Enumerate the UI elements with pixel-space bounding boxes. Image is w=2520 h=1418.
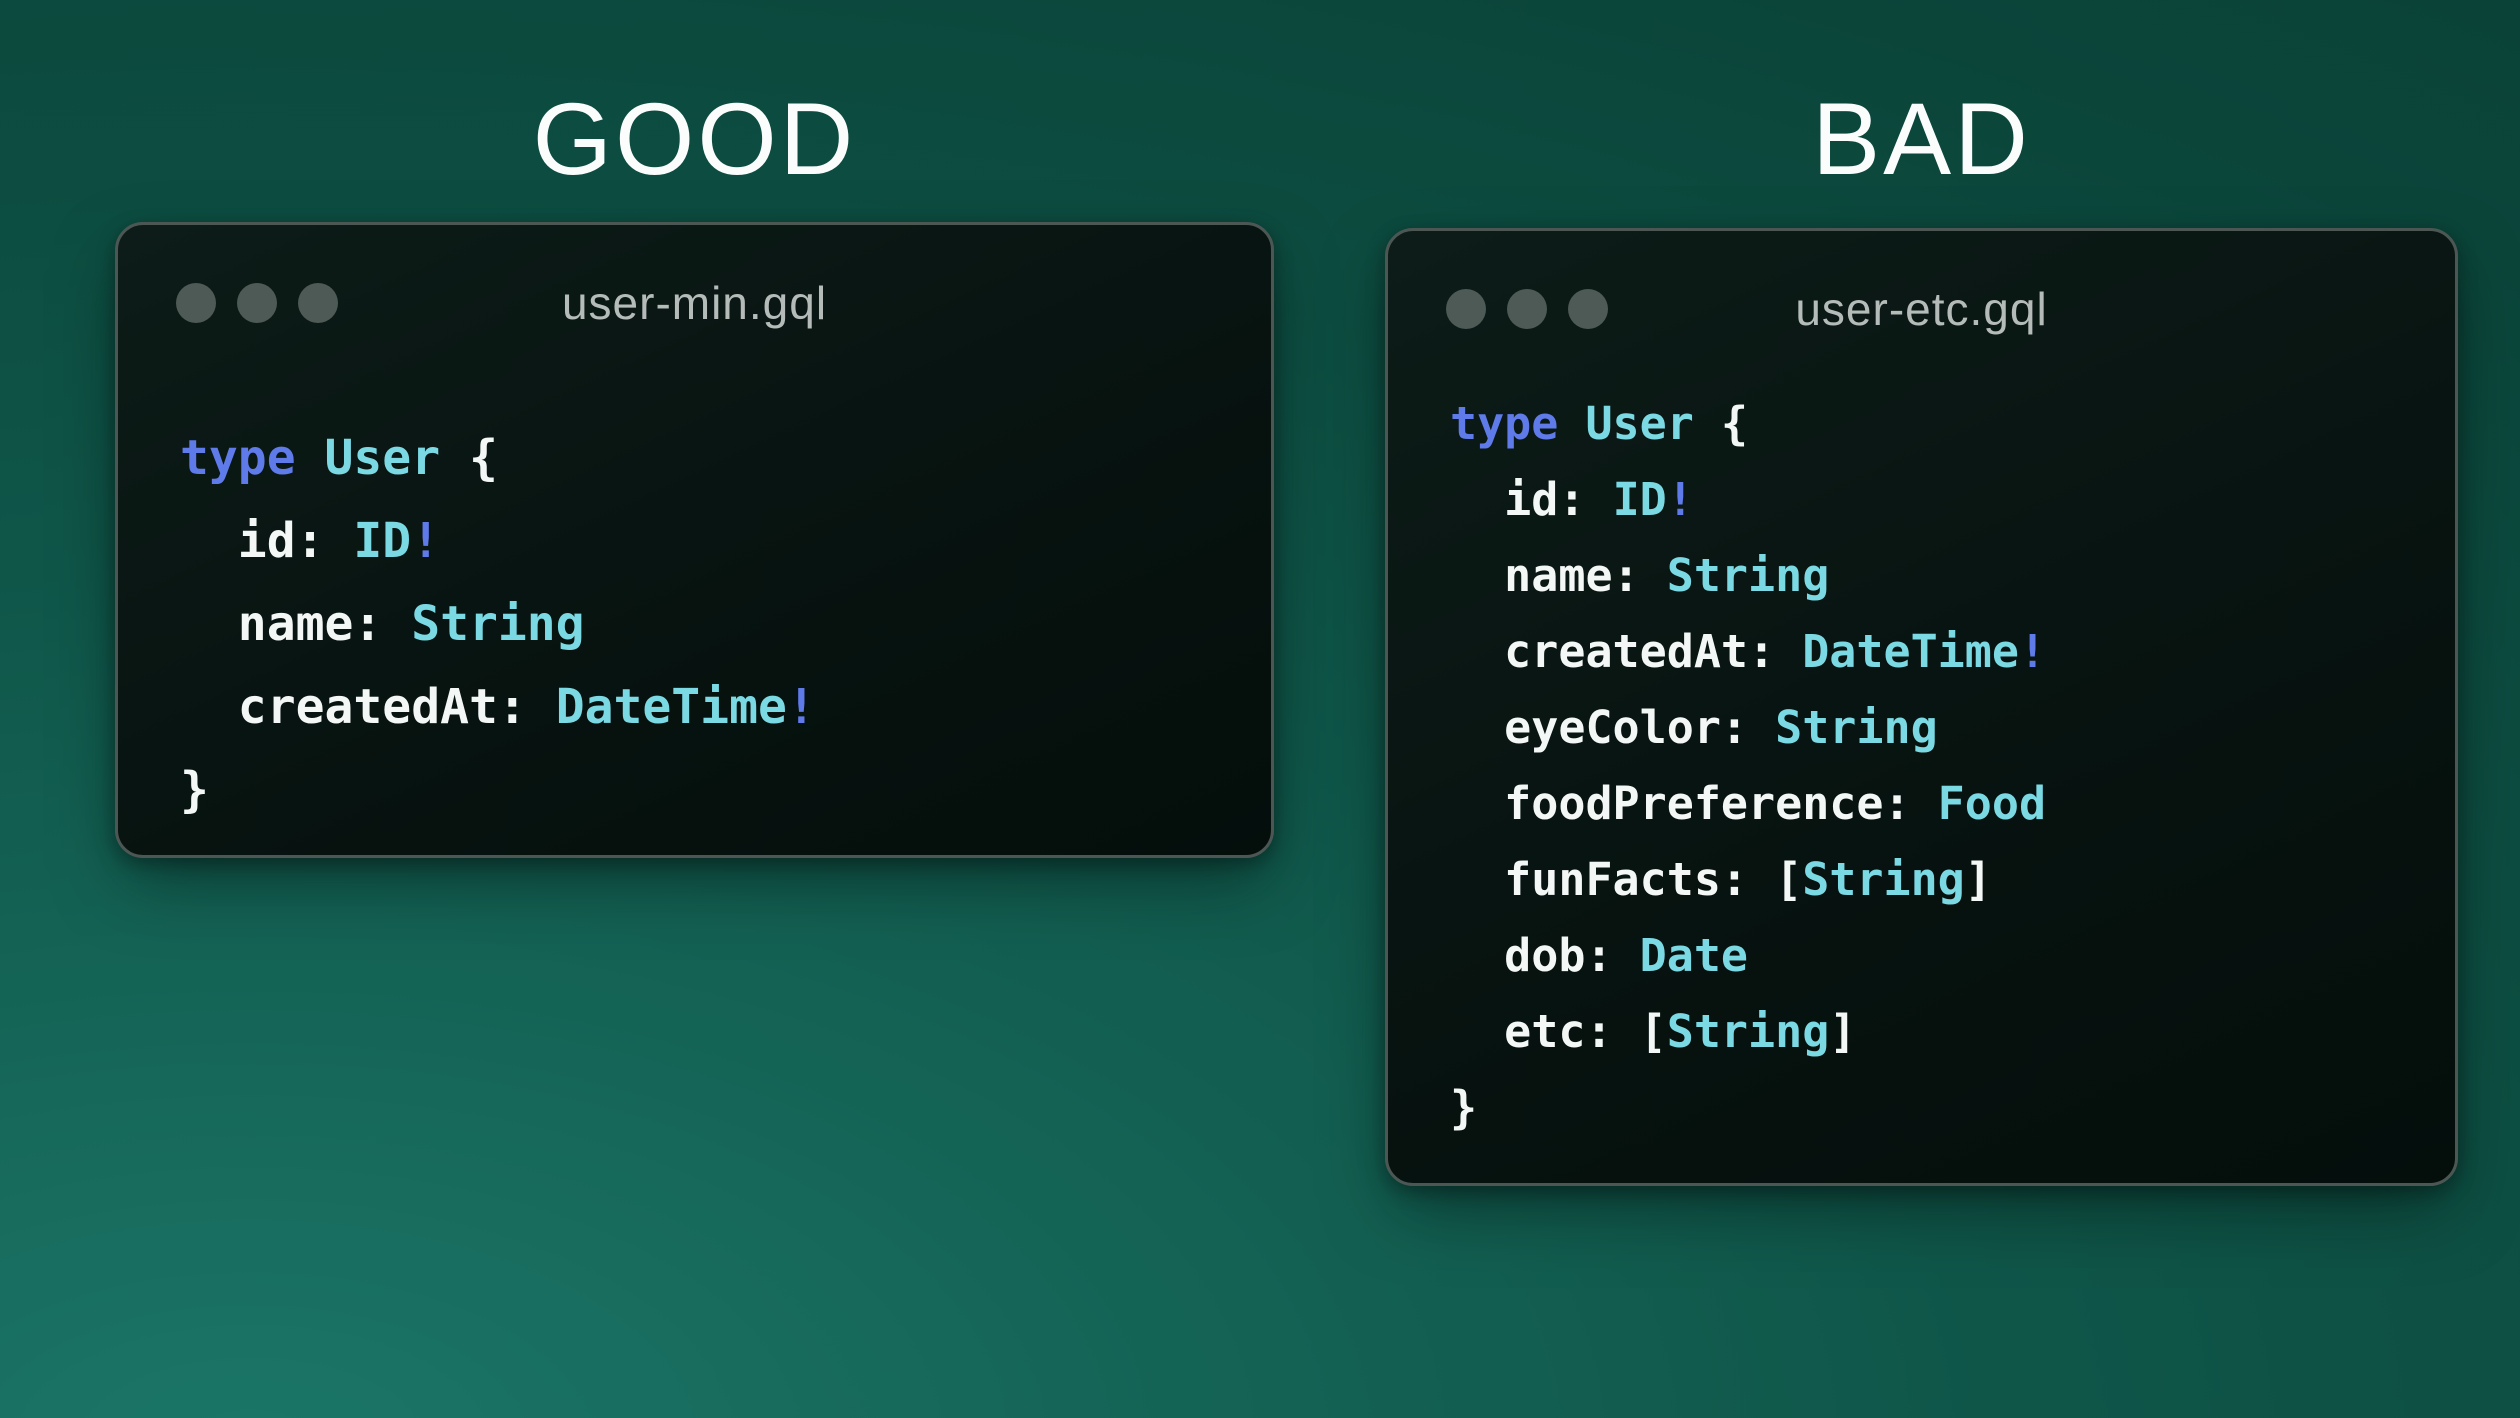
window-title: user-etc.gql — [1795, 283, 2048, 335]
code-line: name: String — [180, 583, 1251, 666]
code-token-plain: { — [440, 430, 498, 486]
code-line: } — [180, 749, 1251, 832]
window-titlebar: user-min.gql — [118, 277, 1271, 329]
code-token-plain: etc: [ — [1450, 1005, 1667, 1058]
code-token-keyword: type — [180, 430, 296, 486]
code-block: type User { id: ID! name: String created… — [180, 417, 1251, 832]
code-token-typename: DateTime — [1802, 625, 2019, 678]
code-token-typename: String — [1802, 853, 1965, 906]
code-token-typename: String — [1666, 1005, 1830, 1058]
code-token-plain: funFacts: [ — [1450, 853, 1803, 906]
code-line: id: ID! — [1450, 462, 2435, 538]
window-title: user-min.gql — [561, 277, 828, 329]
code-line: createdAt: DateTime! — [180, 666, 1251, 749]
code-token-plain — [296, 430, 325, 486]
code-token-keyword: ! — [786, 679, 816, 735]
code-line: name: String — [1450, 538, 2435, 614]
code-token-plain: ] — [1829, 1005, 1857, 1058]
window-dot[interactable] — [298, 283, 338, 323]
code-token-plain: name: — [1450, 549, 1667, 602]
window-titlebar: user-etc.gql — [1388, 283, 2455, 335]
code-token-typename: Date — [1639, 929, 1749, 982]
code-token-plain: dob: — [1450, 929, 1640, 982]
code-token-plain: name: — [180, 596, 412, 652]
code-token-keyword: ! — [2018, 625, 2047, 678]
code-token-typename: ID — [1612, 473, 1667, 526]
code-line: type User { — [1450, 386, 2435, 462]
code-token-keyword: ! — [1666, 473, 1694, 526]
code-token-plain: id: — [180, 513, 354, 569]
code-line: createdAt: DateTime! — [1450, 614, 2435, 690]
code-token-typename: String — [1666, 549, 1830, 602]
window-dot[interactable] — [1568, 289, 1608, 329]
code-token-keyword: ! — [411, 513, 441, 569]
code-line: etc: [String] — [1450, 994, 2435, 1070]
code-token-plain: eyeColor: — [1450, 701, 1776, 754]
code-token-typename: String — [1775, 701, 1938, 754]
code-token-plain: } — [1450, 1081, 1478, 1134]
code-token-typename: User — [324, 430, 441, 486]
code-line: funFacts: [String] — [1450, 842, 2435, 918]
window-controls — [1446, 289, 1608, 329]
heading-bad: BAD — [1812, 82, 2031, 196]
code-token-plain: foodPreference: — [1450, 777, 1938, 830]
code-token-typename: String — [411, 596, 585, 652]
code-line: eyeColor: String — [1450, 690, 2435, 766]
code-line: id: ID! — [180, 500, 1251, 583]
editor-window-good: user-min.gql type User { id: ID! name: S… — [115, 222, 1274, 858]
code-line: foodPreference: Food — [1450, 766, 2435, 842]
window-dot[interactable] — [1446, 289, 1486, 329]
window-dot[interactable] — [176, 283, 216, 323]
code-token-typename: Food — [1937, 777, 2047, 830]
code-token-plain: id: — [1450, 473, 1613, 526]
code-token-plain: createdAt: — [180, 679, 556, 735]
code-token-typename: DateTime — [555, 679, 787, 735]
code-line: } — [1450, 1070, 2435, 1146]
code-token-plain: { — [1693, 397, 1749, 450]
code-line: dob: Date — [1450, 918, 2435, 994]
code-token-typename: ID — [353, 513, 412, 569]
code-line: type User { — [180, 417, 1251, 500]
code-token-plain: ] — [1964, 853, 1992, 906]
code-token-plain: createdAt: — [1450, 625, 1803, 678]
window-dot[interactable] — [1507, 289, 1547, 329]
code-token-plain — [1558, 397, 1585, 450]
editor-window-bad: user-etc.gql type User { id: ID! name: S… — [1385, 228, 2458, 1186]
code-token-keyword: type — [1450, 397, 1559, 450]
code-token-plain: } — [180, 762, 209, 818]
window-dot[interactable] — [237, 283, 277, 323]
code-token-typename: User — [1585, 397, 1694, 450]
heading-good: GOOD — [532, 82, 857, 196]
code-block: type User { id: ID! name: String created… — [1450, 386, 2435, 1146]
window-controls — [176, 283, 338, 323]
